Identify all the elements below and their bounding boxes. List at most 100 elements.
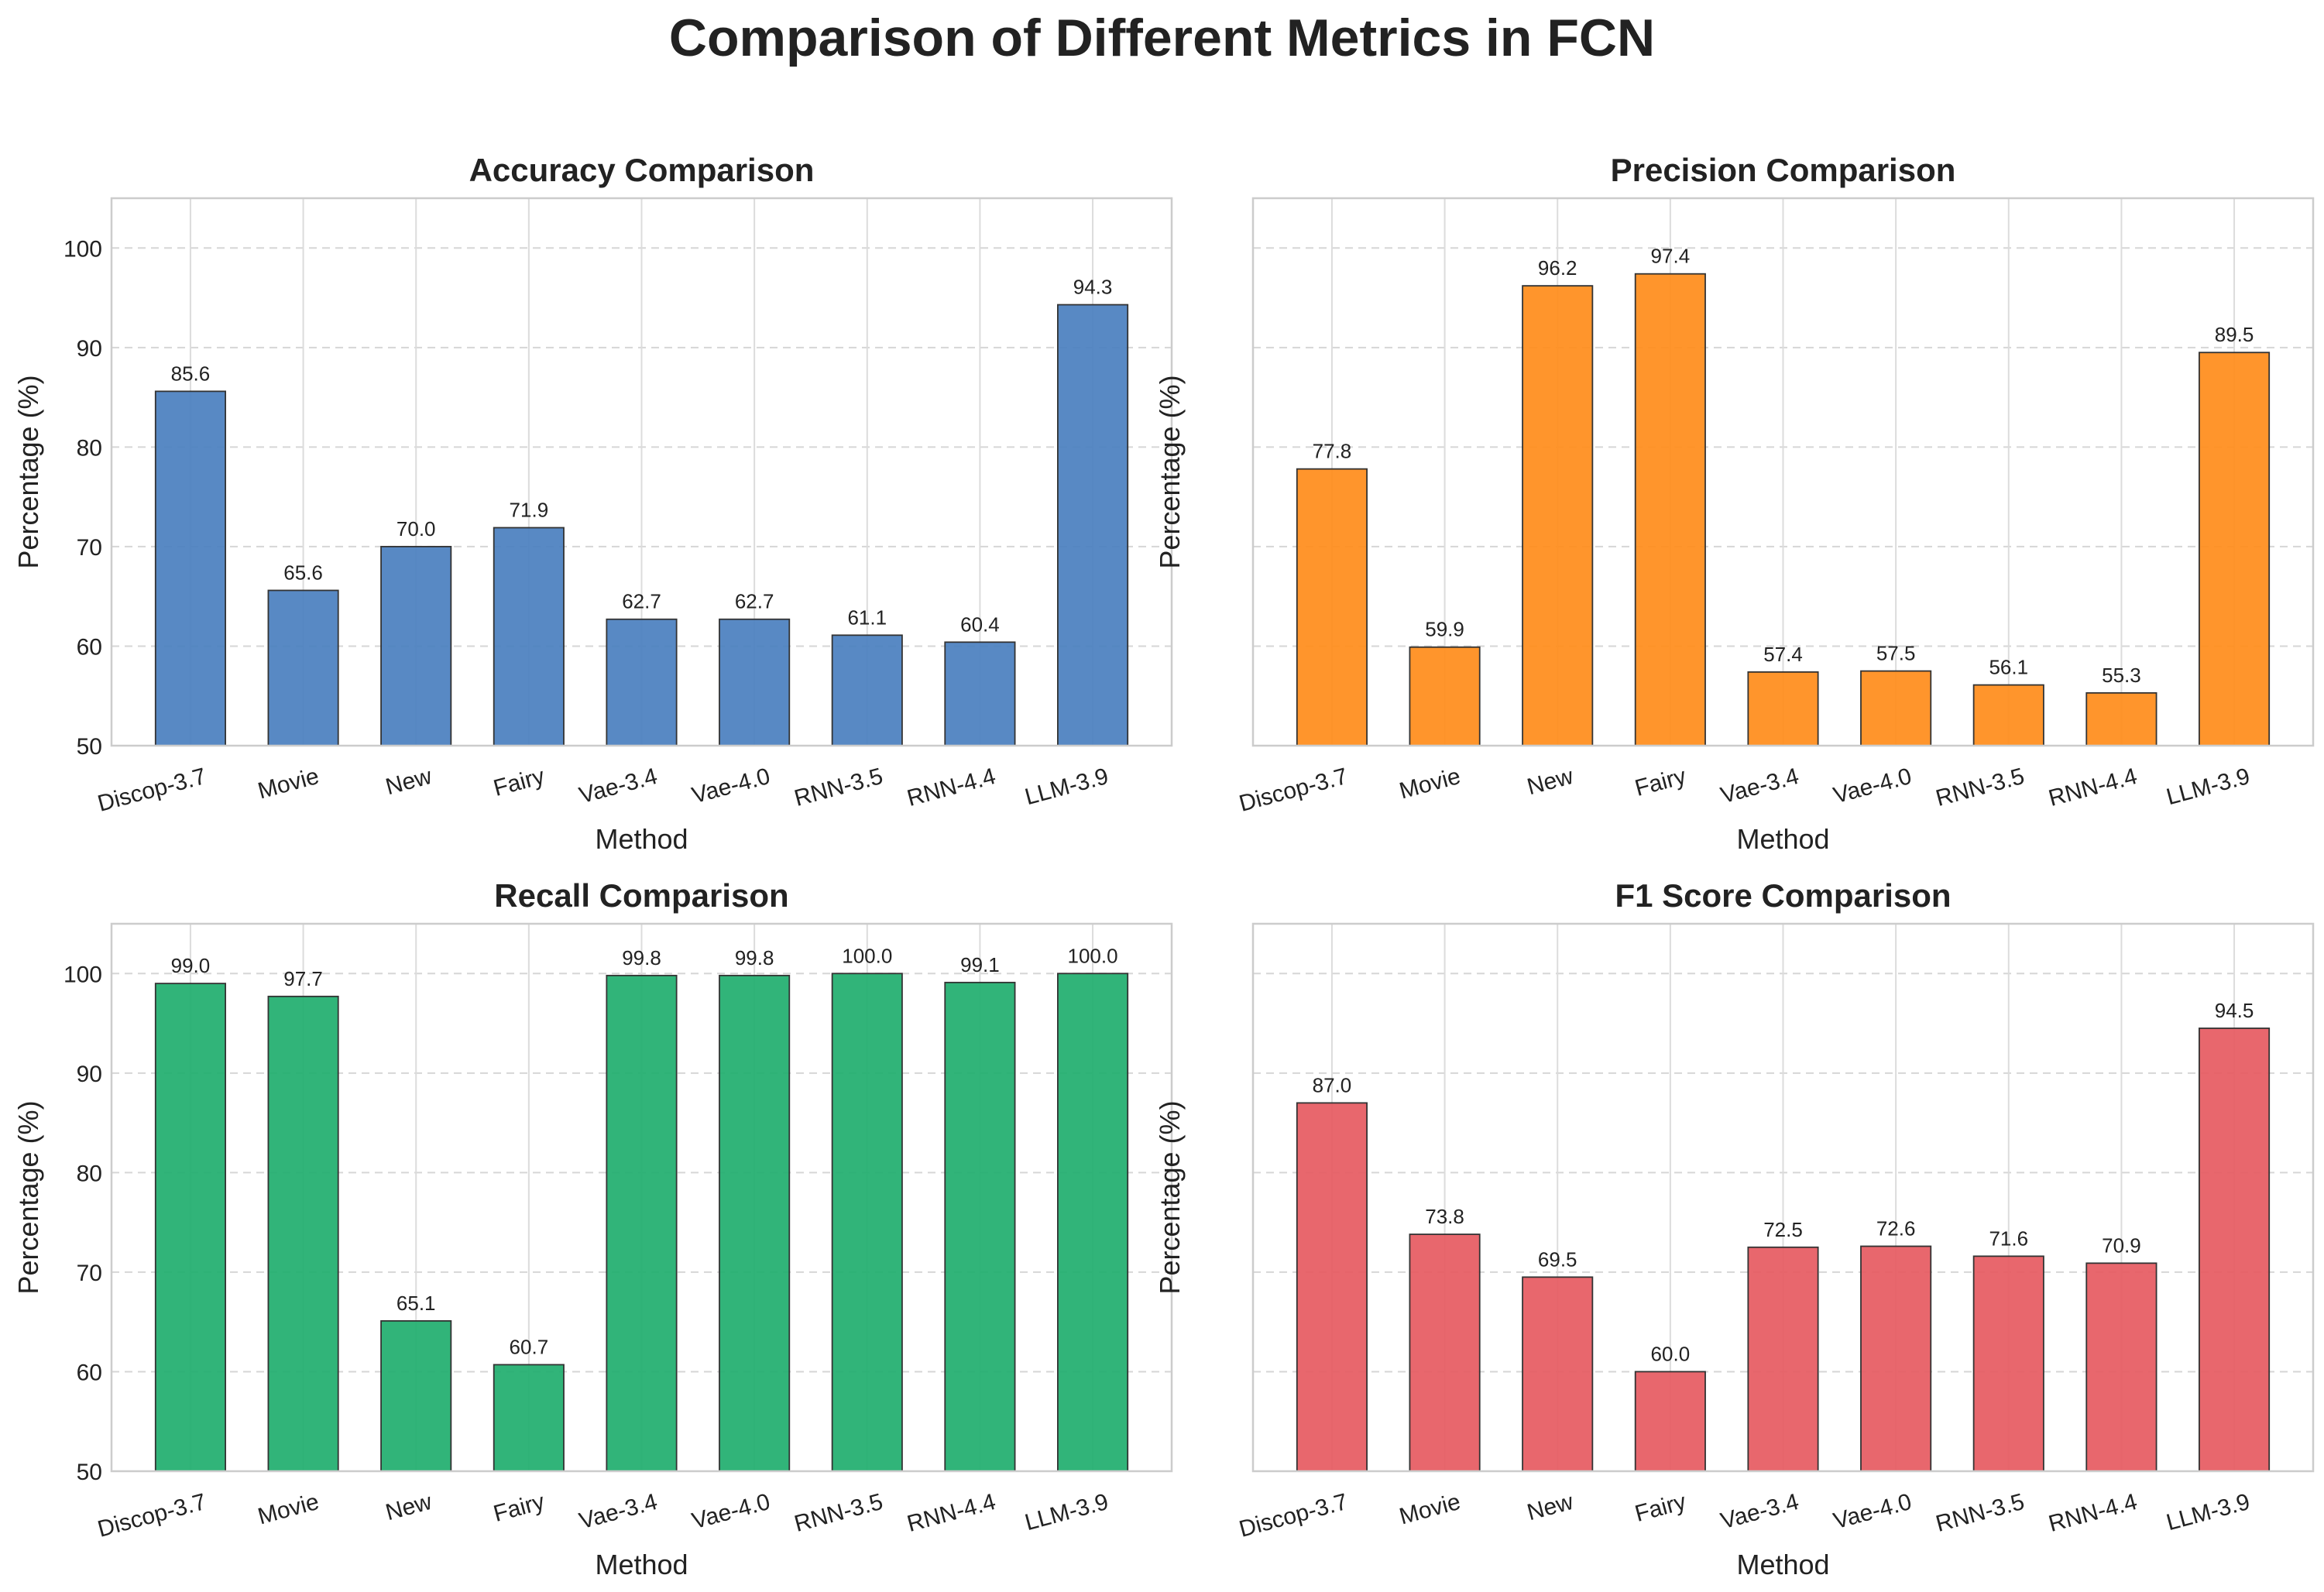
accuracy-value-label: 60.4	[960, 612, 1000, 636]
f1-xtick-label: Vae-4.0	[1831, 1489, 1914, 1534]
f1-bar	[2085, 1262, 2158, 1472]
recall-bar	[719, 974, 791, 1472]
precision-value-label: 77.8	[1313, 440, 1352, 463]
f1-value-label: 94.5	[2215, 999, 2254, 1022]
f1-xtick-label: Discop-3.7	[1237, 1489, 1351, 1542]
recall-ytick-label: 70	[77, 1261, 102, 1286]
recall-xtick-label: Vae-3.4	[576, 1489, 660, 1534]
precision-value-label: 89.5	[2215, 323, 2254, 346]
accuracy-bar	[1057, 304, 1129, 746]
f1-bar	[2199, 1028, 2271, 1472]
f1-xtick-label: New	[1525, 1489, 1577, 1525]
accuracy-value-label: 71.9	[510, 498, 549, 521]
f1-xtick-label: Vae-3.4	[1718, 1489, 1801, 1534]
f1-value-label: 69.5	[1538, 1247, 1577, 1271]
recall-value-label: 100.0	[842, 944, 892, 967]
accuracy-bar	[719, 618, 791, 746]
recall-ytick-label: 50	[77, 1460, 102, 1485]
recall-value-label: 60.7	[510, 1335, 549, 1358]
f1-title: F1 Score Comparison	[1615, 877, 1951, 914]
precision-xtick-label: Fairy	[1632, 763, 1689, 801]
accuracy-bar	[944, 641, 1016, 746]
f1-value-label: 87.0	[1313, 1073, 1352, 1096]
accuracy-ytick-label: 50	[77, 734, 102, 760]
recall-xtick-label: Movie	[256, 1489, 322, 1530]
accuracy-ytick-label: 60	[77, 634, 102, 660]
accuracy-ytick-label: 80	[77, 435, 102, 461]
accuracy-bar	[606, 618, 678, 746]
f1-bar	[1972, 1255, 2044, 1472]
precision-xtick-label: Vae-3.4	[1718, 763, 1801, 808]
precision-bar	[1747, 671, 1819, 746]
f1-xtick-label: RNN-3.5	[1933, 1489, 2027, 1537]
accuracy-xtick-label: Movie	[256, 763, 322, 805]
figure-title: Comparison of Different Metrics in FCN	[668, 9, 1656, 67]
accuracy-bar	[493, 527, 565, 746]
accuracy-bar	[380, 546, 452, 746]
recall-bar	[1057, 973, 1129, 1472]
precision-bar	[1522, 285, 1594, 746]
f1-axes-frame	[1251, 922, 2315, 1473]
f1-value-label: 70.9	[2102, 1233, 2141, 1257]
recall-ylabel: Percentage (%)	[12, 1100, 44, 1294]
accuracy-xlabel: Method	[595, 823, 688, 855]
accuracy-ytick-label: 100	[64, 236, 102, 262]
precision-xtick-label: New	[1525, 763, 1577, 800]
f1-bar	[1409, 1233, 1481, 1472]
accuracy-bar	[831, 634, 903, 746]
recall-value-label: 100.0	[1068, 944, 1118, 967]
recall-axes-frame	[110, 922, 1173, 1473]
recall-value-label: 99.1	[960, 953, 1000, 976]
precision-bar	[1296, 468, 1368, 746]
recall-xtick-label: New	[383, 1489, 435, 1525]
f1-bar	[1634, 1371, 1706, 1472]
recall-xlabel: Method	[595, 1549, 688, 1580]
f1-value-label: 72.5	[1763, 1218, 1803, 1241]
precision-bar	[1860, 670, 1932, 746]
accuracy-xtick-label: RNN-4.4	[905, 763, 998, 811]
recall-value-label: 99.8	[735, 946, 774, 969]
f1-value-label: 60.0	[1651, 1342, 1691, 1365]
precision-xlabel: Method	[1736, 823, 1829, 855]
precision-value-label: 57.4	[1763, 643, 1803, 666]
recall-bar	[606, 974, 678, 1472]
accuracy-ytick-label: 90	[77, 336, 102, 362]
precision-ylabel: Percentage (%)	[1154, 375, 1186, 568]
precision-xtick-label: RNN-4.4	[2046, 763, 2140, 811]
recall-title: Recall Comparison	[494, 877, 788, 914]
accuracy-value-label: 62.7	[735, 590, 774, 613]
accuracy-xtick-label: Vae-3.4	[576, 763, 660, 808]
recall-value-label: 99.8	[622, 946, 661, 969]
precision-xtick-label: LLM-3.9	[2164, 763, 2253, 810]
accuracy-xtick-label: Discop-3.7	[95, 763, 209, 817]
f1-bar	[1860, 1245, 1932, 1472]
recall-bar	[154, 983, 226, 1472]
recall-value-label: 65.1	[396, 1292, 436, 1315]
recall-ytick-label: 90	[77, 1062, 102, 1087]
precision-bar	[1972, 684, 2044, 746]
recall-ytick-label: 100	[64, 962, 102, 987]
recall-bar	[267, 995, 339, 1472]
recall-xtick-label: Discop-3.7	[95, 1489, 209, 1542]
f1-value-label: 71.6	[1989, 1227, 2028, 1250]
precision-bar	[1634, 273, 1706, 746]
recall-ytick-label: 80	[77, 1161, 102, 1186]
accuracy-panel: 50 60 70 80 90 100 85.6 65.6 70.0 71.9 62.7 62.7 61.…	[12, 152, 1173, 855]
precision-bar	[2199, 352, 2271, 746]
precision-bar	[2085, 691, 2158, 746]
f1-value-label: 73.8	[1425, 1205, 1464, 1228]
recall-xtick-label: RNN-3.5	[791, 1489, 885, 1537]
accuracy-xtick-label: LLM-3.9	[1022, 763, 1111, 810]
accuracy-value-label: 85.6	[171, 362, 211, 385]
f1-bar	[1522, 1276, 1594, 1472]
accuracy-xtick-label: New	[383, 763, 435, 800]
precision-value-label: 55.3	[2102, 664, 2141, 687]
precision-value-label: 97.4	[1651, 245, 1691, 268]
accuracy-bar	[154, 390, 226, 746]
recall-xtick-label: Fairy	[491, 1489, 548, 1527]
recall-xtick-label: RNN-4.4	[905, 1489, 998, 1537]
accuracy-title: Accuracy Comparison	[469, 152, 815, 188]
f1-bar	[1747, 1246, 1819, 1472]
accuracy-xtick-label: RNN-3.5	[791, 763, 885, 811]
precision-value-label: 56.1	[1989, 656, 2028, 679]
